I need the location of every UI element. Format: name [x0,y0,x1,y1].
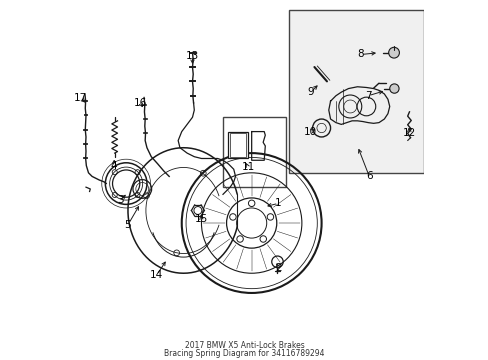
Text: 2: 2 [275,263,281,273]
FancyBboxPatch shape [230,134,246,157]
Text: Bracing Spring Diagram for 34116789294: Bracing Spring Diagram for 34116789294 [164,348,324,357]
Circle shape [388,47,399,58]
Text: 13: 13 [185,51,199,61]
Text: 14: 14 [150,270,163,280]
Text: 9: 9 [307,87,313,97]
Text: 4: 4 [110,161,117,171]
FancyBboxPatch shape [228,132,247,158]
Text: 8: 8 [357,49,364,59]
Circle shape [389,84,398,93]
Text: 2017 BMW X5 Anti-Lock Brakes: 2017 BMW X5 Anti-Lock Brakes [184,341,304,350]
Text: 5: 5 [124,220,131,230]
FancyBboxPatch shape [223,117,285,187]
Text: 17: 17 [74,93,87,103]
Text: 11: 11 [241,162,254,172]
Text: 7: 7 [364,91,371,101]
Text: 16: 16 [134,98,147,108]
Text: 15: 15 [194,215,208,224]
Text: 10: 10 [304,127,317,136]
Text: 6: 6 [365,171,372,181]
Text: 3: 3 [117,195,124,205]
FancyBboxPatch shape [289,10,423,173]
Text: 1: 1 [275,198,281,208]
Text: 12: 12 [402,129,415,138]
